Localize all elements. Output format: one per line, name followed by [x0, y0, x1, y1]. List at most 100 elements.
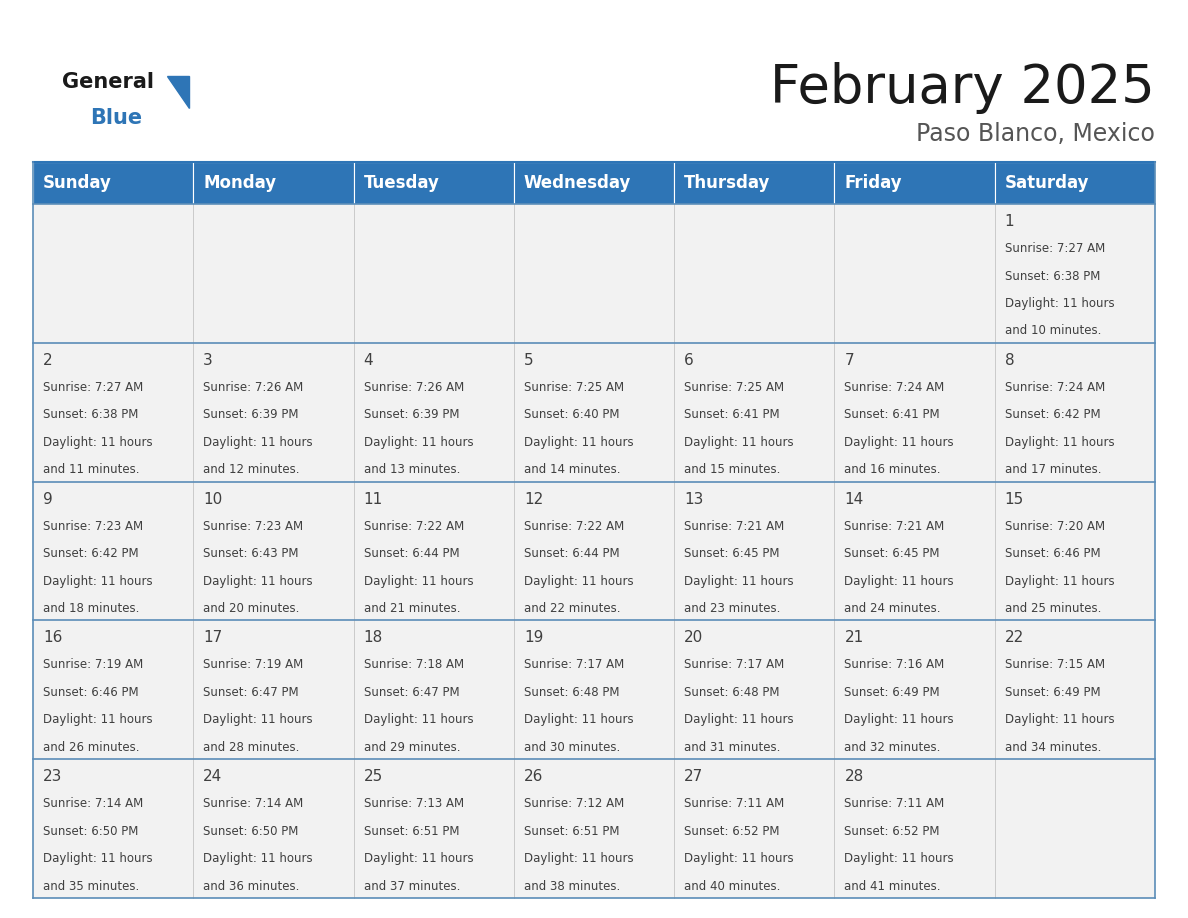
Bar	[354, 621, 514, 759]
Text: 11: 11	[364, 492, 383, 507]
Text: Sunrise: 7:14 AM: Sunrise: 7:14 AM	[203, 797, 304, 811]
Text: Daylight: 11 hours: Daylight: 11 hours	[43, 436, 152, 449]
Bar	[514, 342, 674, 482]
Text: Daylight: 11 hours: Daylight: 11 hours	[524, 575, 633, 588]
Text: Sunset: 6:39 PM: Sunset: 6:39 PM	[364, 409, 459, 421]
Text: Daylight: 11 hours: Daylight: 11 hours	[524, 713, 633, 726]
Text: Sunday: Sunday	[43, 174, 112, 192]
Bar	[834, 162, 994, 204]
Text: Daylight: 11 hours: Daylight: 11 hours	[364, 436, 473, 449]
Text: and 36 minutes.: and 36 minutes.	[203, 879, 299, 892]
Text: Sunrise: 7:20 AM: Sunrise: 7:20 AM	[1005, 520, 1105, 532]
Text: Sunset: 6:52 PM: Sunset: 6:52 PM	[684, 824, 779, 838]
Bar	[194, 621, 354, 759]
Text: Daylight: 11 hours: Daylight: 11 hours	[43, 852, 152, 865]
Text: Sunrise: 7:22 AM: Sunrise: 7:22 AM	[364, 520, 463, 532]
Polygon shape	[168, 76, 189, 108]
Text: Sunrise: 7:19 AM: Sunrise: 7:19 AM	[203, 658, 304, 671]
Bar	[994, 204, 1155, 342]
Text: Sunset: 6:42 PM: Sunset: 6:42 PM	[1005, 409, 1100, 421]
Text: Sunrise: 7:24 AM: Sunrise: 7:24 AM	[1005, 381, 1105, 394]
Text: 14: 14	[845, 492, 864, 507]
Text: Daylight: 11 hours: Daylight: 11 hours	[845, 436, 954, 449]
Text: and 22 minutes.: and 22 minutes.	[524, 602, 620, 615]
Text: Daylight: 11 hours: Daylight: 11 hours	[203, 575, 312, 588]
Text: Sunrise: 7:25 AM: Sunrise: 7:25 AM	[524, 381, 624, 394]
Text: Sunrise: 7:25 AM: Sunrise: 7:25 AM	[684, 381, 784, 394]
Text: Monday: Monday	[203, 174, 277, 192]
Bar	[514, 482, 674, 621]
Text: and 10 minutes.: and 10 minutes.	[1005, 324, 1101, 338]
Bar	[834, 621, 994, 759]
Bar	[994, 621, 1155, 759]
Text: Sunrise: 7:16 AM: Sunrise: 7:16 AM	[845, 658, 944, 671]
Text: Sunset: 6:43 PM: Sunset: 6:43 PM	[203, 547, 299, 560]
Text: and 23 minutes.: and 23 minutes.	[684, 602, 781, 615]
Text: Sunset: 6:45 PM: Sunset: 6:45 PM	[845, 547, 940, 560]
Bar	[674, 342, 834, 482]
Text: Sunrise: 7:21 AM: Sunrise: 7:21 AM	[684, 520, 784, 532]
Bar	[354, 162, 514, 204]
Text: Sunset: 6:41 PM: Sunset: 6:41 PM	[845, 409, 940, 421]
Text: Sunset: 6:45 PM: Sunset: 6:45 PM	[684, 547, 779, 560]
Bar	[33, 621, 194, 759]
Text: and 31 minutes.: and 31 minutes.	[684, 741, 781, 754]
Bar	[194, 204, 354, 342]
Text: and 16 minutes.: and 16 minutes.	[845, 464, 941, 476]
Text: 3: 3	[203, 353, 213, 368]
Bar	[514, 162, 674, 204]
Bar	[674, 162, 834, 204]
Text: Sunrise: 7:21 AM: Sunrise: 7:21 AM	[845, 520, 944, 532]
Text: Daylight: 11 hours: Daylight: 11 hours	[43, 713, 152, 726]
Text: and 21 minutes.: and 21 minutes.	[364, 602, 460, 615]
Bar	[33, 482, 194, 621]
Bar	[33, 759, 194, 898]
Text: Sunrise: 7:12 AM: Sunrise: 7:12 AM	[524, 797, 624, 811]
Bar	[674, 621, 834, 759]
Text: 4: 4	[364, 353, 373, 368]
Bar	[834, 204, 994, 342]
Text: Friday: Friday	[845, 174, 902, 192]
Text: 21: 21	[845, 631, 864, 645]
Text: Sunset: 6:46 PM: Sunset: 6:46 PM	[1005, 547, 1100, 560]
Text: 7: 7	[845, 353, 854, 368]
Text: 28: 28	[845, 769, 864, 784]
Text: 5: 5	[524, 353, 533, 368]
Bar	[194, 482, 354, 621]
Text: and 35 minutes.: and 35 minutes.	[43, 879, 139, 892]
Text: Sunset: 6:51 PM: Sunset: 6:51 PM	[524, 824, 619, 838]
Bar	[514, 204, 674, 342]
Bar	[994, 342, 1155, 482]
Text: Daylight: 11 hours: Daylight: 11 hours	[524, 436, 633, 449]
Text: Sunrise: 7:17 AM: Sunrise: 7:17 AM	[524, 658, 624, 671]
Text: Sunset: 6:52 PM: Sunset: 6:52 PM	[845, 824, 940, 838]
Text: 26: 26	[524, 769, 543, 784]
Text: Sunset: 6:49 PM: Sunset: 6:49 PM	[1005, 686, 1100, 699]
Text: and 24 minutes.: and 24 minutes.	[845, 602, 941, 615]
Text: Daylight: 11 hours: Daylight: 11 hours	[1005, 713, 1114, 726]
Text: and 15 minutes.: and 15 minutes.	[684, 464, 781, 476]
Text: Daylight: 11 hours: Daylight: 11 hours	[1005, 297, 1114, 310]
Bar	[834, 482, 994, 621]
Text: and 41 minutes.: and 41 minutes.	[845, 879, 941, 892]
Bar	[674, 204, 834, 342]
Text: Daylight: 11 hours: Daylight: 11 hours	[684, 852, 794, 865]
Bar	[33, 162, 194, 204]
Text: Wednesday: Wednesday	[524, 174, 631, 192]
Text: 13: 13	[684, 492, 703, 507]
Text: Daylight: 11 hours: Daylight: 11 hours	[364, 713, 473, 726]
Bar	[834, 759, 994, 898]
Text: and 11 minutes.: and 11 minutes.	[43, 464, 139, 476]
Bar	[514, 759, 674, 898]
Text: Sunset: 6:50 PM: Sunset: 6:50 PM	[203, 824, 298, 838]
Text: Sunrise: 7:18 AM: Sunrise: 7:18 AM	[364, 658, 463, 671]
Text: Sunset: 6:47 PM: Sunset: 6:47 PM	[364, 686, 460, 699]
Text: Thursday: Thursday	[684, 174, 771, 192]
Text: 15: 15	[1005, 492, 1024, 507]
Text: Sunset: 6:40 PM: Sunset: 6:40 PM	[524, 409, 619, 421]
Text: Daylight: 11 hours: Daylight: 11 hours	[1005, 436, 1114, 449]
Text: Sunset: 6:48 PM: Sunset: 6:48 PM	[524, 686, 619, 699]
Text: Daylight: 11 hours: Daylight: 11 hours	[364, 575, 473, 588]
Text: Sunset: 6:44 PM: Sunset: 6:44 PM	[524, 547, 619, 560]
Text: 2: 2	[43, 353, 52, 368]
